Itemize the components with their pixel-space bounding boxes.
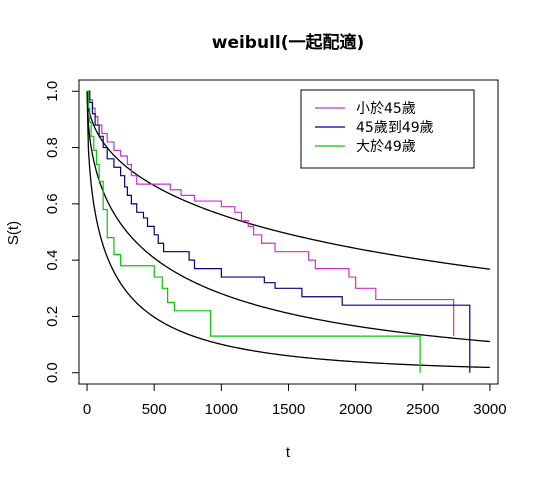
- x-axis-label: t: [286, 444, 291, 461]
- km-step-line-1: [87, 90, 455, 337]
- legend-label: 小於45歲: [356, 101, 416, 117]
- x-tick-label: 0: [83, 401, 91, 418]
- y-axis-label: S(t): [5, 221, 22, 245]
- legend-label: 45歲到49歲: [356, 120, 434, 136]
- y-tick-label: 0.4: [44, 250, 61, 271]
- weibull-fit-curve: [86, 91, 490, 343]
- x-tick-label: 2500: [406, 401, 439, 418]
- x-axis: 0 500 1000 1500 2000 2500 3000: [83, 383, 507, 418]
- y-tick-label: 0.6: [44, 193, 61, 214]
- chart-title: weibull(一起配適): [212, 32, 365, 53]
- y-tick-label: 0.8: [44, 137, 61, 158]
- y-tick-label: 0.2: [44, 306, 61, 327]
- y-axis: 0.0 0.2 0.4 0.6 0.8 1.0: [44, 81, 80, 383]
- x-tick-label: 2000: [339, 401, 372, 418]
- y-tick-label: 0.0: [44, 362, 61, 383]
- km-series: [87, 90, 471, 373]
- x-tick-label: 1000: [205, 401, 238, 418]
- fitted-curves: [86, 91, 491, 369]
- km-step-line-3: [87, 90, 421, 373]
- x-tick-label: 3000: [473, 401, 506, 418]
- legend-label: 大於49歲: [356, 139, 416, 155]
- y-tick-label: 1.0: [44, 81, 61, 102]
- weibull-fit-curve: [86, 91, 491, 270]
- x-tick-label: 1500: [272, 401, 305, 418]
- legend-box: [300, 89, 475, 169]
- x-tick-label: 500: [142, 401, 167, 418]
- km-step-line-2: [87, 90, 471, 373]
- weibull-fit-curve: [86, 91, 490, 369]
